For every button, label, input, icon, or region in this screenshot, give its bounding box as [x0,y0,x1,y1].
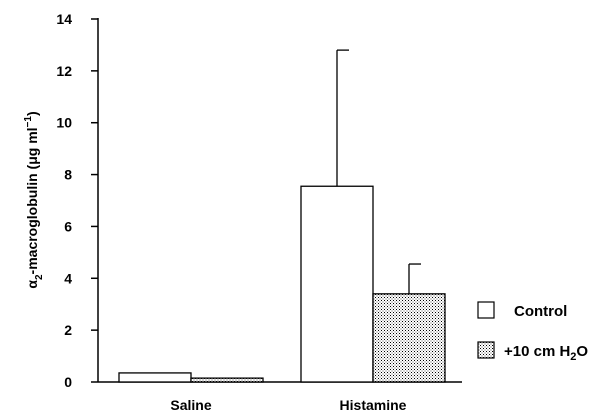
x-category-label: Saline [170,397,211,413]
x-category-label: Histamine [340,397,407,413]
bar-histamine-0 [300,185,374,383]
bar-histamine-1 [372,293,446,383]
y-tick-label: 14 [56,11,72,27]
legend-swatch-control [477,301,495,319]
legend-label-control: Control [514,303,567,320]
legend-label-10cmh2o: +10 cm H2O [504,343,588,363]
y-tick-label: 10 [56,115,72,131]
y-tick-label: 4 [64,270,72,286]
y-axis-label: α2-macroglobulin (μg ml−1) [23,111,45,288]
legend: Control +10 cm H2O [477,301,588,363]
legend-swatch-10cmh2o [477,341,495,359]
y-tick-label: 8 [64,167,72,183]
y-tick-label: 12 [56,63,72,79]
bar-saline-0 [118,372,192,383]
y-tick-label: 0 [64,374,72,390]
bar-saline-1 [190,377,264,383]
y-tick-label: 6 [64,218,72,234]
y-tick-label: 2 [64,322,72,338]
